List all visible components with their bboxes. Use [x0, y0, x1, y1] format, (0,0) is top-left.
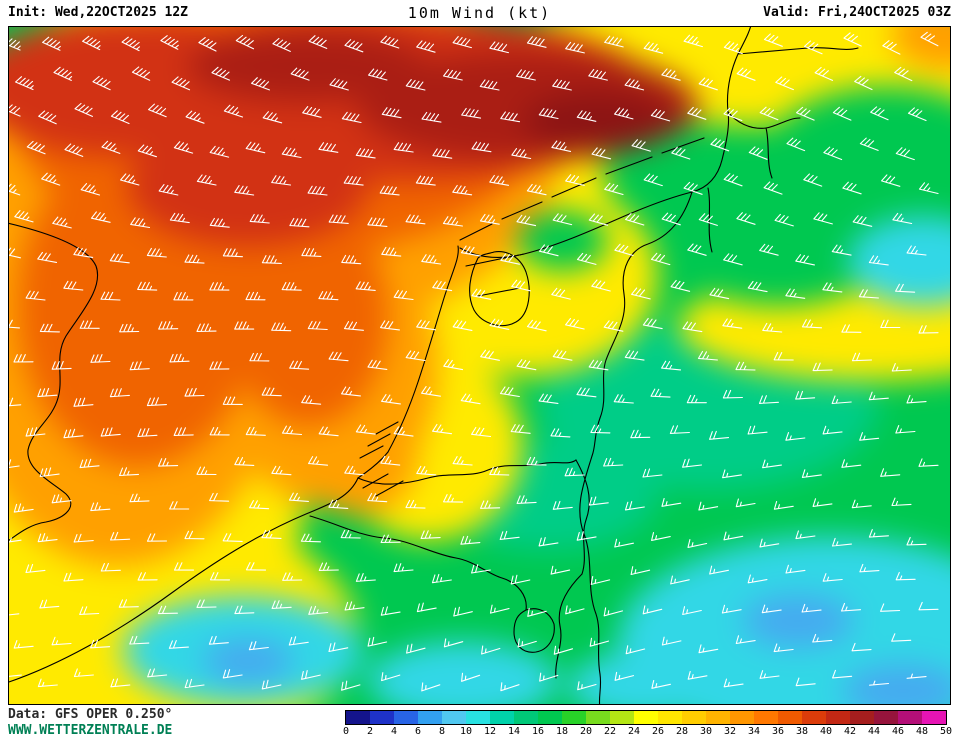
scale-tick-label: 14: [507, 726, 521, 737]
scale-cell: [850, 711, 874, 724]
scale-tick-label: 42: [843, 726, 857, 737]
scale-tick-label: 48: [915, 726, 929, 737]
scale-cell: [514, 711, 538, 724]
scale-cell: [370, 711, 394, 724]
scale-cell: [706, 711, 730, 724]
scale-cell: [874, 711, 898, 724]
scale-tick-label: 18: [555, 726, 569, 737]
scale-cell: [346, 711, 370, 724]
scale-tick-label: 36: [771, 726, 785, 737]
scale-tick-label: 4: [390, 726, 398, 737]
scale-cell: [610, 711, 634, 724]
init-time-label: Init: Wed,22OCT2025 12Z: [8, 5, 189, 20]
weather-map: [8, 26, 951, 705]
scale-tick-label: 16: [531, 726, 545, 737]
scale-tick-label: 12: [483, 726, 497, 737]
scale-tick-label: 26: [651, 726, 665, 737]
map-svg: [8, 26, 951, 705]
scale-cell: [730, 711, 754, 724]
scale-cell: [802, 711, 826, 724]
scale-cell: [922, 711, 946, 724]
scale-tick-label: 44: [867, 726, 881, 737]
scale-tick-label: 50: [939, 726, 953, 737]
scale-tick-label: 2: [366, 726, 374, 737]
map-frame: [8, 26, 951, 705]
scale-cell: [538, 711, 562, 724]
scale-tick-label: 34: [747, 726, 761, 737]
color-scale-bar: [345, 710, 947, 725]
scale-tick-label: 28: [675, 726, 689, 737]
scale-tick-label: 20: [579, 726, 593, 737]
scale-tick-label: 30: [699, 726, 713, 737]
scale-tick-label: 38: [795, 726, 809, 737]
valid-time-label: Valid: Fri,24OCT2025 03Z: [763, 5, 951, 20]
scale-tick-label: 10: [459, 726, 473, 737]
scale-cell: [442, 711, 466, 724]
scale-tick-label: 8: [438, 726, 446, 737]
scale-tick-label: 6: [414, 726, 422, 737]
data-source-label: Data: GFS OPER 0.250°: [8, 707, 173, 722]
scale-tick-label: 40: [819, 726, 833, 737]
scale-cell: [682, 711, 706, 724]
scale-cell: [898, 711, 922, 724]
wind-barb-glyphs: [8, 31, 939, 692]
page-title: 10m Wind (kt): [407, 4, 552, 22]
scale-cell: [562, 711, 586, 724]
scale-cell: [826, 711, 850, 724]
scale-cell: [754, 711, 778, 724]
scale-tick-label: 46: [891, 726, 905, 737]
scale-cell: [778, 711, 802, 724]
scale-cell: [490, 711, 514, 724]
scale-cell: [418, 711, 442, 724]
scale-tick-label: 0: [342, 726, 350, 737]
website-label: WWW.WETTERZENTRALE.DE: [8, 723, 173, 738]
color-scale-labels: 0 2 4 6 8 10 12 14 16 18 20 22 24 26 28 30 32 34 36 38 40 42 4…: [342, 726, 953, 737]
wind-speed-shading: [8, 26, 951, 705]
color-scale: 0 2 4 6 8 10 12 14 16 18 20 22 24 26 28 30 32 34 36 38 40 42 4…: [342, 710, 953, 737]
scale-cell: [466, 711, 490, 724]
header-bar: Init: Wed,22OCT2025 12Z 10m Wind (kt) Va…: [0, 0, 959, 26]
scale-tick-label: 22: [603, 726, 617, 737]
scale-cell: [586, 711, 610, 724]
wind-barbs: [8, 31, 939, 692]
footer-bar: Data: GFS OPER 0.250° WWW.WETTERZENTRALE…: [0, 705, 959, 741]
scale-cell: [394, 711, 418, 724]
scale-tick-label: 24: [627, 726, 641, 737]
scale-tick-label: 32: [723, 726, 737, 737]
scale-cell: [634, 711, 658, 724]
scale-cell: [658, 711, 682, 724]
